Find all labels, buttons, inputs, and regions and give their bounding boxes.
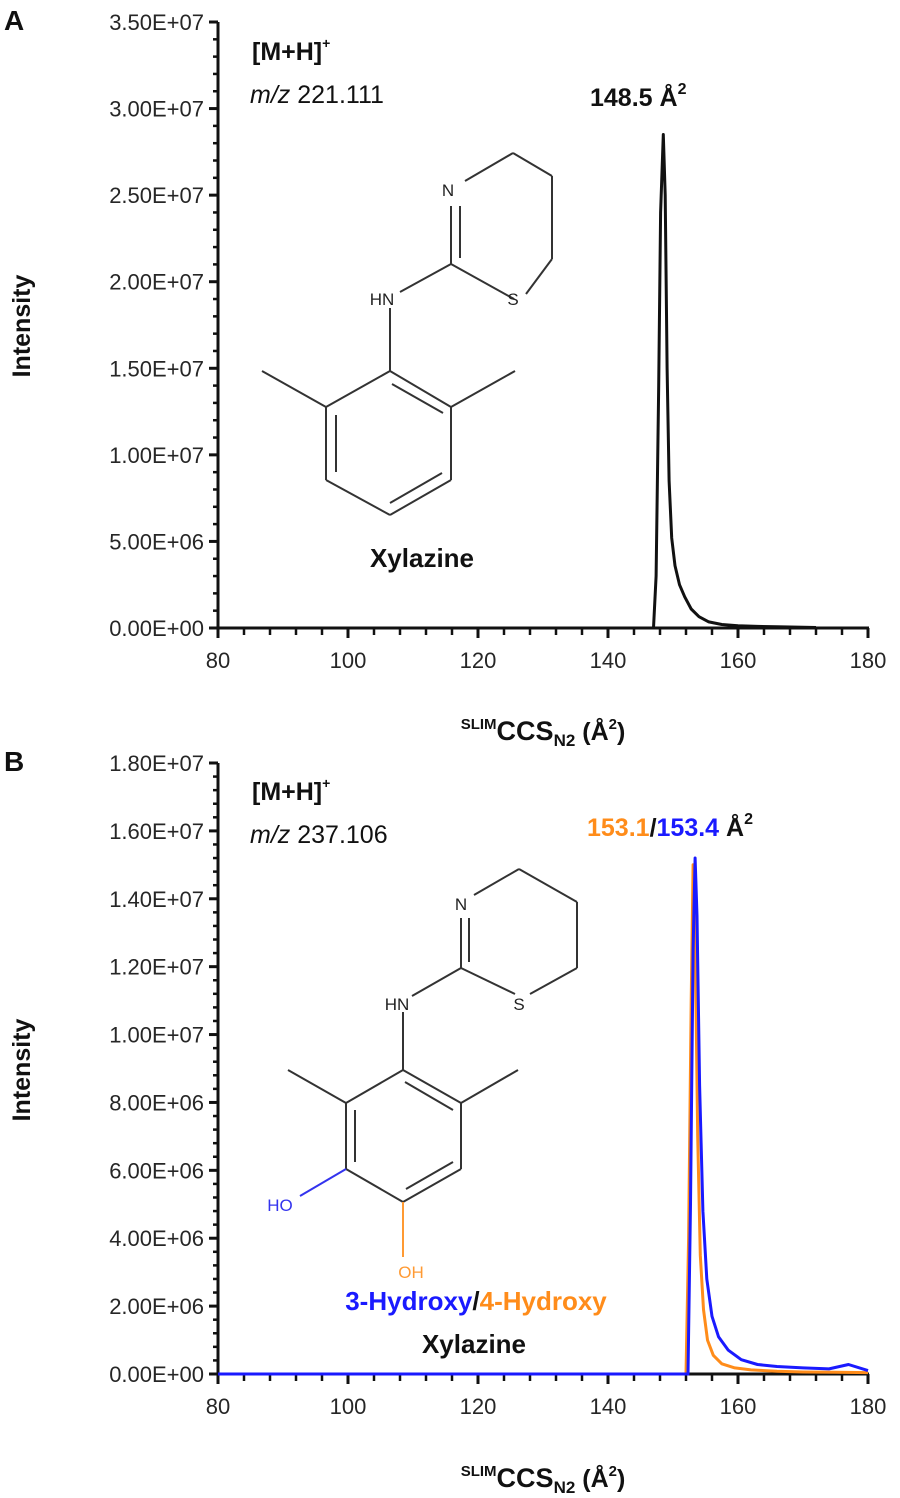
svg-text:SLIMCCSN2 (Å2): SLIMCCSN2 (Å2) xyxy=(461,716,626,750)
y-tick-label: 2.00E+06 xyxy=(109,1294,204,1319)
atom-hn-b: HN xyxy=(385,995,410,1014)
ion-annotation-b: [M+H]+ m/z 237.106 xyxy=(250,775,388,849)
x-tick-label: 160 xyxy=(720,648,757,673)
atom-hn-a: HN xyxy=(370,290,395,309)
axes-a: 0.00E+00 5.00E+06 1.00E+07 1.50E+07 2.00E+07… xyxy=(109,10,886,673)
atom-s-a: S xyxy=(507,290,518,309)
y-tick-label: 1.00E+07 xyxy=(109,443,204,468)
y-tick-label: 4.00E+06 xyxy=(109,1226,204,1251)
series-line xyxy=(218,856,869,1376)
x-tick-label: 80 xyxy=(206,648,230,673)
svg-text:[M+H]+: [M+H]+ xyxy=(252,775,330,806)
y-tick-label: 1.60E+07 xyxy=(109,819,204,844)
x-tick-label: 140 xyxy=(590,648,627,673)
atom-oh-4: OH xyxy=(398,1263,424,1282)
y-tick-label: 3.50E+07 xyxy=(109,10,204,35)
x-tick-label: 160 xyxy=(720,1394,757,1419)
y-tick-label: 1.50E+07 xyxy=(109,356,204,381)
atom-n-a: N xyxy=(442,181,454,200)
xylazine-structure xyxy=(261,152,553,516)
spectrum-a xyxy=(652,133,817,629)
panel-letter-b: B xyxy=(4,746,24,777)
svg-text:SLIMCCSN2 (Å2): SLIMCCSN2 (Å2) xyxy=(461,1463,626,1497)
svg-text:m/z 237.106: m/z 237.106 xyxy=(250,821,388,849)
y-tick-label: 8.00E+06 xyxy=(109,1090,204,1115)
x-tick-label: 180 xyxy=(850,1394,887,1419)
mz-value-b: 237.106 xyxy=(297,821,387,849)
atom-s-b: S xyxy=(513,995,524,1014)
svg-text:[M+H]+: [M+H]+ xyxy=(252,35,330,66)
hydroxy-3-bond xyxy=(299,1168,347,1197)
x-axis-label-b: SLIMCCSN2 (Å2) xyxy=(461,1463,626,1497)
y-axis-label-a: Intensity xyxy=(8,275,36,378)
y-tick-label: 2.00E+07 xyxy=(109,270,204,295)
svg-text:m/z 221.111: m/z 221.111 xyxy=(250,81,384,109)
x-tick-label: 120 xyxy=(460,1394,497,1419)
ion-annotation-a: [M+H]+ m/z 221.111 xyxy=(250,35,384,109)
atom-n-b: N xyxy=(455,895,467,914)
x-axis-label-a: SLIMCCSN2 (Å2) xyxy=(461,716,626,750)
y-tick-label: 1.20E+07 xyxy=(109,955,204,980)
hydroxy-xylazine-structure xyxy=(287,868,578,1203)
y-tick-label: 1.00E+07 xyxy=(109,1023,204,1048)
axes-b: 0.00E+00 2.00E+06 4.00E+06 6.00E+06 8.00E+06… xyxy=(109,751,886,1419)
ccs-annotation-b: 153.1/153.4 Å2 xyxy=(587,811,753,842)
compound-name-a: Xylazine xyxy=(370,543,474,573)
series-line xyxy=(652,133,817,629)
mz-value-a: 221.111 xyxy=(297,81,384,109)
y-axis-label-b: Intensity xyxy=(8,1019,36,1122)
y-tick-label: 5.00E+06 xyxy=(109,529,204,554)
x-tick-label: 100 xyxy=(330,648,367,673)
y-tick-label: 0.00E+00 xyxy=(109,1362,204,1387)
panel-a: A 0.00E+00 5.00E+06 1.00E+07 1.50E+07 2.00E+… xyxy=(4,5,886,750)
x-tick-label: 120 xyxy=(460,648,497,673)
x-tick-label: 180 xyxy=(850,648,887,673)
compound-name-b-line2: Xylazine xyxy=(422,1329,526,1359)
ccs-annotation-a: 148.5 Å2 xyxy=(590,81,687,112)
compound-name-b-line1: 3-Hydroxy/4-Hydroxy xyxy=(345,1286,607,1316)
y-tick-label: 2.50E+07 xyxy=(109,183,204,208)
x-tick-label: 100 xyxy=(330,1394,367,1419)
panel-letter-a: A xyxy=(4,5,24,36)
ion-text-a: [M+H] xyxy=(252,38,322,66)
y-tick-label: 0.00E+00 xyxy=(109,616,204,641)
x-tick-label: 140 xyxy=(590,1394,627,1419)
y-tick-label: 1.80E+07 xyxy=(109,751,204,776)
y-tick-label: 6.00E+06 xyxy=(109,1158,204,1183)
ion-text-b: [M+H] xyxy=(252,778,322,806)
y-tick-label: 1.40E+07 xyxy=(109,887,204,912)
y-tick-label: 3.00E+07 xyxy=(109,97,204,122)
atom-ho-3: HO xyxy=(267,1196,293,1215)
panel-b: B 0.00E+00 2.00E+06 4.00E+06 6.00E+06 8.00E+… xyxy=(4,746,886,1497)
spectrum-b xyxy=(218,856,869,1376)
x-tick-label: 80 xyxy=(206,1394,230,1419)
